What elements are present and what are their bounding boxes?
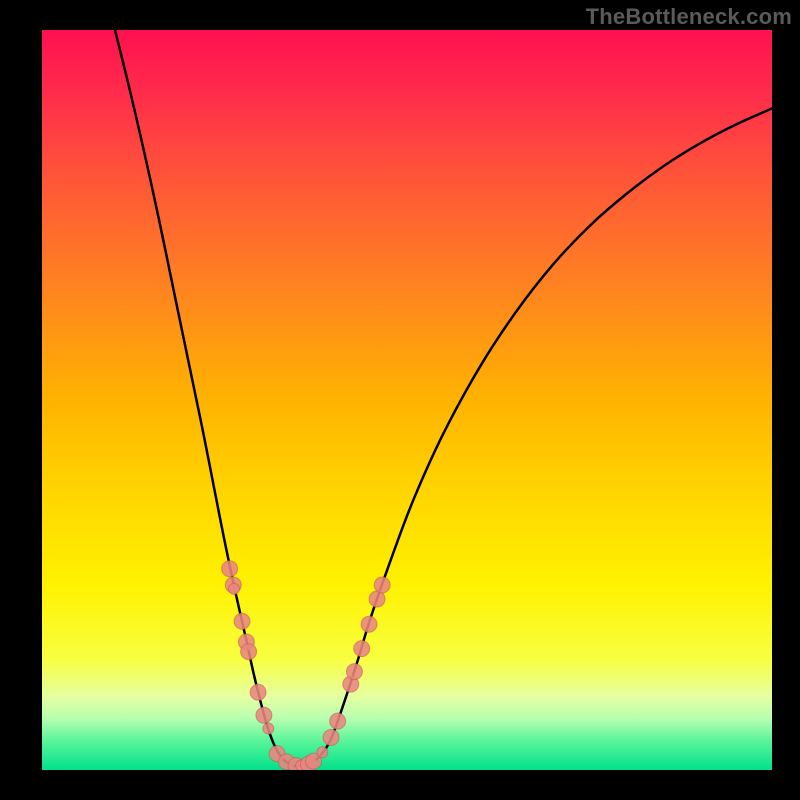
data-marker	[241, 644, 257, 660]
plot-background-gradient	[42, 30, 772, 770]
data-marker	[374, 577, 390, 593]
watermark-text: TheBottleneck.com	[586, 4, 792, 30]
data-marker	[222, 561, 238, 577]
chart-container: TheBottleneck.com	[0, 0, 800, 800]
data-marker	[228, 583, 239, 594]
data-marker	[250, 684, 266, 700]
data-marker	[323, 729, 339, 745]
data-marker	[234, 613, 250, 629]
data-marker	[361, 616, 377, 632]
data-marker	[263, 723, 274, 734]
data-marker	[354, 641, 370, 657]
data-marker	[346, 664, 362, 680]
chart-svg	[0, 0, 800, 800]
data-marker	[256, 707, 272, 723]
data-marker	[330, 713, 346, 729]
data-marker	[317, 747, 328, 758]
